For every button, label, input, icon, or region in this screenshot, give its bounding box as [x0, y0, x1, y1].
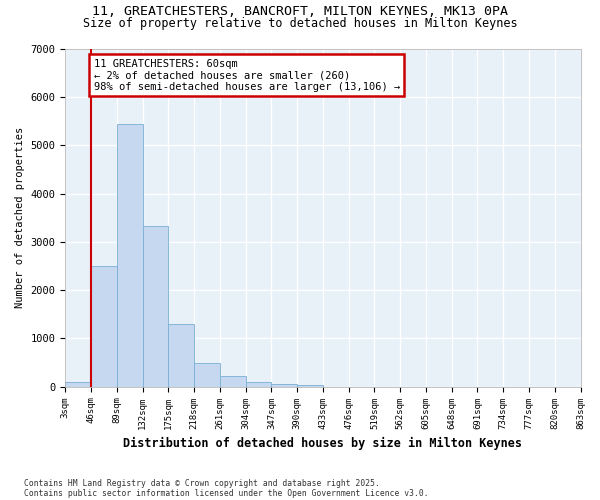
Bar: [169, 324, 194, 386]
X-axis label: Distribution of detached houses by size in Milton Keynes: Distribution of detached houses by size …: [124, 437, 523, 450]
Text: Contains public sector information licensed under the Open Government Licence v3: Contains public sector information licen…: [24, 488, 428, 498]
Text: Contains HM Land Registry data © Crown copyright and database right 2025.: Contains HM Land Registry data © Crown c…: [24, 478, 380, 488]
Text: 11, GREATCHESTERS, BANCROFT, MILTON KEYNES, MK13 0PA: 11, GREATCHESTERS, BANCROFT, MILTON KEYN…: [92, 5, 508, 18]
Bar: [220, 376, 245, 386]
Bar: [297, 385, 323, 386]
Bar: [91, 266, 117, 386]
Y-axis label: Number of detached properties: Number of detached properties: [15, 127, 25, 308]
Bar: [194, 364, 220, 386]
Bar: [245, 382, 271, 386]
Bar: [143, 226, 169, 386]
Bar: [65, 382, 91, 386]
Bar: [271, 384, 297, 386]
Text: Size of property relative to detached houses in Milton Keynes: Size of property relative to detached ho…: [83, 18, 517, 30]
Text: 11 GREATCHESTERS: 60sqm
← 2% of detached houses are smaller (260)
98% of semi-de: 11 GREATCHESTERS: 60sqm ← 2% of detached…: [94, 58, 400, 92]
Bar: [117, 124, 143, 386]
